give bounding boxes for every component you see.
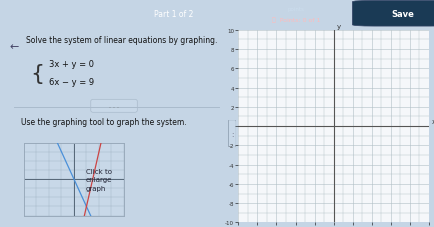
Text: Part 1 of 2: Part 1 of 2 xyxy=(154,10,193,19)
Text: ⓧ  Points: 0 of 1: ⓧ Points: 0 of 1 xyxy=(271,17,319,23)
Text: y: y xyxy=(336,24,340,30)
Text: points: points xyxy=(287,7,303,12)
Text: Solve the system of linear equations by graphing.: Solve the system of linear equations by … xyxy=(26,36,217,45)
Text: 6x − y = 9: 6x − y = 9 xyxy=(49,78,94,87)
FancyBboxPatch shape xyxy=(352,1,434,27)
Text: Use the graphing tool to graph the system.: Use the graphing tool to graph the syste… xyxy=(21,118,186,127)
Text: . . .: . . . xyxy=(109,104,119,109)
FancyBboxPatch shape xyxy=(91,100,137,113)
Text: 3x + y = 0: 3x + y = 0 xyxy=(49,60,94,69)
Text: ←: ← xyxy=(9,42,19,52)
Text: :: : xyxy=(230,131,233,137)
Text: {: { xyxy=(30,64,44,84)
Text: x: x xyxy=(431,119,434,125)
Text: Click to
enlarge
graph: Click to enlarge graph xyxy=(86,168,112,191)
FancyBboxPatch shape xyxy=(228,120,236,148)
Text: Save: Save xyxy=(390,10,413,19)
